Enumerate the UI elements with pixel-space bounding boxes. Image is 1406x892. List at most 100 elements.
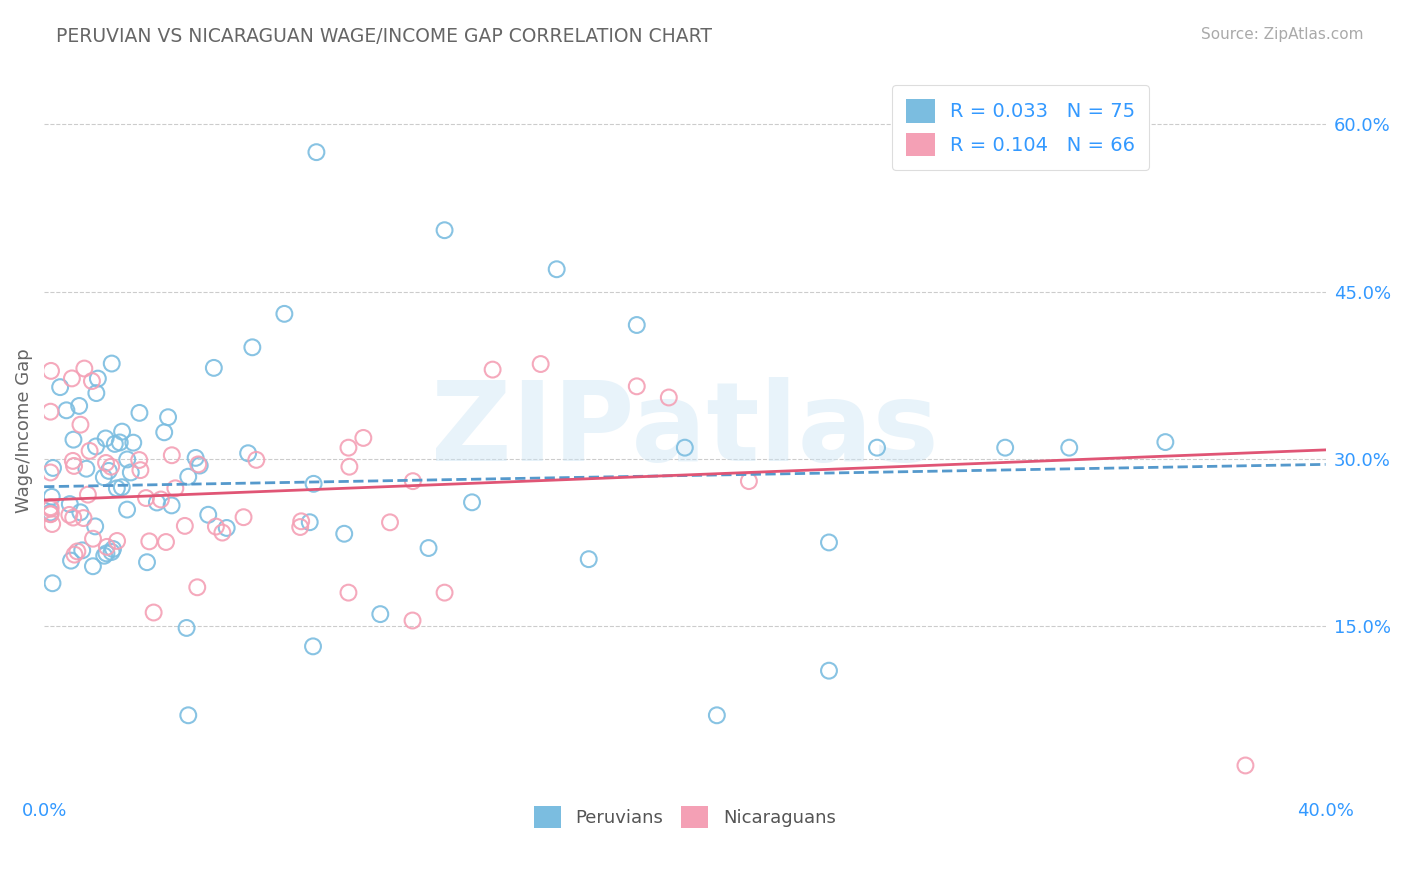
Point (337, 441, 360, 455)
Point (160, 448, 183, 462)
Point (337, 585, 360, 599)
Point (290, 520, 312, 534)
Point (461, 495, 484, 509)
Point (60, 554, 83, 568)
Point (1234, 758, 1257, 772)
Point (302, 640, 325, 654)
Point (39, 364, 62, 378)
Point (39, 501, 62, 516)
Point (153, 425, 176, 440)
Point (188, 458, 211, 473)
Point (352, 431, 374, 445)
Point (994, 441, 1017, 455)
Point (418, 541, 440, 555)
Point (738, 474, 761, 488)
Point (160, 499, 183, 513)
Point (866, 441, 889, 455)
Point (41, 576, 63, 591)
Text: Source: ZipAtlas.com: Source: ZipAtlas.com (1201, 27, 1364, 42)
Point (55, 403, 77, 417)
Point (302, 476, 325, 491)
Point (39, 507, 62, 521)
Point (84, 519, 107, 533)
Point (706, 708, 728, 723)
Point (82, 532, 104, 546)
Point (67, 399, 90, 413)
Point (62, 510, 84, 524)
Point (205, 519, 228, 533)
Point (69, 505, 91, 519)
Point (658, 391, 681, 405)
Point (39, 500, 62, 515)
Y-axis label: Wage/Income Gap: Wage/Income Gap (15, 349, 32, 513)
Point (79, 443, 101, 458)
Point (187, 458, 209, 472)
Point (673, 441, 696, 455)
Point (120, 466, 142, 480)
Point (39, 508, 62, 522)
Point (49, 380, 72, 394)
Point (96, 546, 118, 560)
Point (149, 492, 172, 507)
Point (62, 454, 84, 468)
Point (157, 410, 180, 425)
Point (100, 545, 122, 559)
Point (240, 340, 263, 354)
Point (39, 506, 62, 520)
Point (122, 435, 145, 450)
Point (111, 425, 134, 439)
Point (236, 446, 259, 460)
Point (105, 481, 128, 495)
Point (401, 614, 423, 628)
Point (42, 461, 65, 475)
Point (626, 379, 648, 393)
Point (94, 456, 117, 470)
Point (333, 526, 356, 541)
Point (129, 463, 152, 477)
Point (215, 521, 238, 535)
Point (184, 450, 207, 465)
Point (39, 466, 62, 480)
Point (93, 549, 115, 563)
Point (105, 533, 128, 548)
Point (115, 502, 138, 516)
Point (232, 510, 254, 524)
Point (202, 360, 225, 375)
Point (433, 585, 456, 599)
Point (337, 459, 360, 474)
Point (66, 544, 89, 558)
Point (402, 474, 425, 488)
Point (1057, 441, 1080, 455)
Point (84, 439, 107, 453)
Point (60, 371, 83, 385)
Legend: Peruvians, Nicaraguans: Peruvians, Nicaraguans (527, 798, 844, 835)
Text: PERUVIAN VS NICARAGUAN WAGE/INCOME GAP CORRELATION CHART: PERUVIAN VS NICARAGUAN WAGE/INCOME GAP C… (56, 27, 713, 45)
Point (69, 417, 91, 432)
Point (104, 437, 127, 451)
Point (546, 262, 568, 277)
Point (108, 435, 131, 450)
Point (211, 525, 233, 540)
Point (245, 453, 267, 467)
Point (87, 371, 110, 385)
Point (96, 540, 118, 554)
Point (77, 488, 100, 502)
Point (100, 357, 122, 371)
Point (177, 708, 200, 723)
Point (73, 361, 96, 376)
Point (70, 543, 93, 558)
Point (186, 580, 208, 594)
Point (97, 464, 120, 478)
Point (378, 516, 401, 530)
Point (136, 555, 159, 569)
Point (58, 508, 80, 522)
Point (94, 432, 117, 446)
Point (197, 508, 219, 522)
Point (115, 452, 138, 467)
Point (818, 535, 841, 549)
Point (75, 461, 97, 475)
Point (41, 490, 63, 504)
Point (368, 607, 391, 621)
Point (173, 519, 195, 533)
Point (481, 362, 503, 376)
